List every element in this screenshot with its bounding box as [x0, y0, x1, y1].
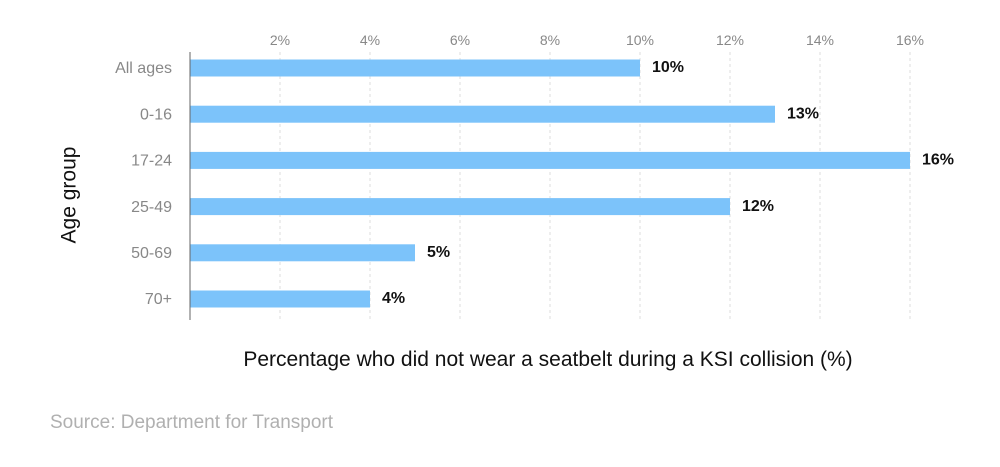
data-labels: 10% 13% 16% 12% 5% 4% — [382, 59, 954, 307]
x-tick-label: 10% — [626, 32, 654, 48]
bar — [190, 151, 910, 169]
bars — [190, 59, 910, 308]
source-note: Source: Department for Transport — [50, 412, 334, 433]
category-label: 0-16 — [140, 106, 172, 123]
bar — [190, 105, 775, 123]
x-tick-label: 4% — [360, 32, 380, 48]
data-label: 5% — [427, 244, 450, 261]
x-tick-label: 14% — [806, 32, 834, 48]
x-tick-label: 12% — [716, 32, 744, 48]
bar — [190, 198, 730, 216]
x-axis-title: Percentage who did not wear a seatbelt d… — [243, 348, 852, 371]
category-label: 50-69 — [131, 245, 172, 262]
x-tick-label: 8% — [540, 32, 560, 48]
x-tick-label: 6% — [450, 32, 470, 48]
data-label: 4% — [382, 290, 405, 307]
data-label: 16% — [922, 152, 954, 169]
category-label: 17-24 — [131, 153, 172, 170]
x-tick-label: 16% — [896, 32, 924, 48]
bar — [190, 59, 640, 77]
category-label: All ages — [115, 60, 172, 77]
bar — [190, 244, 415, 262]
x-tick-labels: 2% 4% 6% 8% 10% 12% 14% 16% — [270, 32, 924, 48]
x-tick-label: 2% — [270, 32, 290, 48]
y-axis-title: Age group — [58, 147, 81, 244]
data-label: 13% — [787, 105, 819, 122]
category-labels: All ages 0-16 17-24 25-49 50-69 70+ — [115, 60, 172, 308]
data-label: 12% — [742, 198, 774, 215]
bar — [190, 290, 370, 308]
category-label: 25-49 — [131, 199, 172, 216]
category-label: 70+ — [145, 291, 172, 308]
data-label: 10% — [652, 59, 684, 76]
gridlines — [279, 52, 911, 320]
